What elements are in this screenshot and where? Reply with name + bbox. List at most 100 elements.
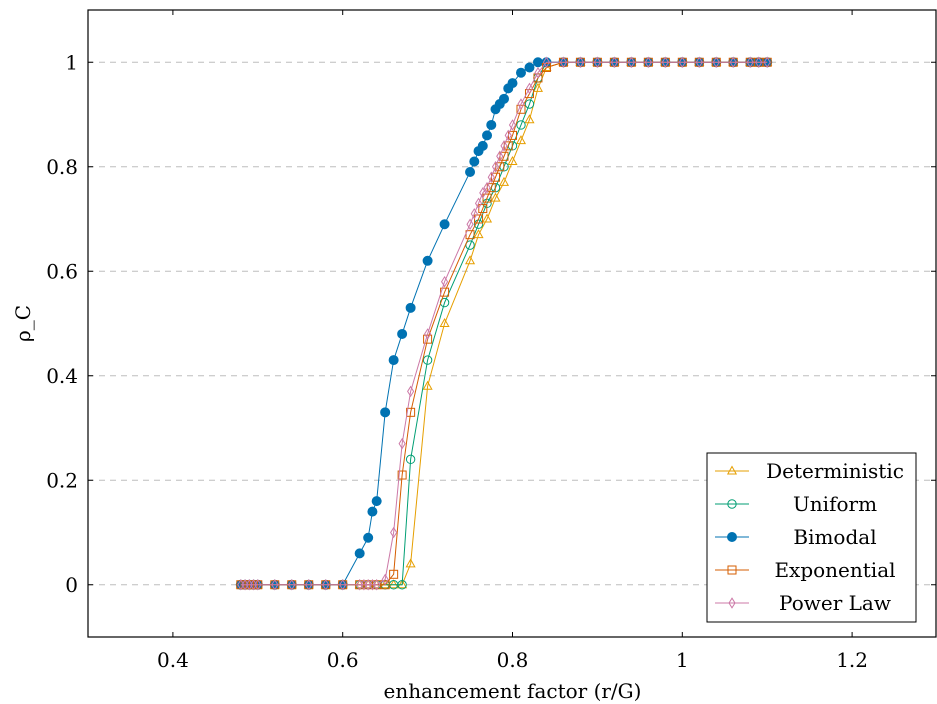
data-point-bimodal: [405, 302, 416, 313]
data-point-exponential: [380, 580, 390, 590]
data-point-power-law: [678, 56, 686, 68]
data-point-power-law: [254, 579, 262, 591]
data-point-power-law: [517, 98, 525, 110]
data-point-deterministic: [515, 135, 527, 145]
x-tick-label: 0.4: [157, 648, 189, 672]
data-point-power-law: [610, 56, 618, 68]
data-point-deterministic: [405, 558, 416, 568]
data-point-power-law: [424, 328, 432, 340]
data-point-bimodal: [367, 506, 378, 517]
series-exponential: [236, 57, 772, 590]
data-point-bimodal: [499, 93, 510, 104]
legend-item-bimodal: Bimodal: [715, 525, 877, 549]
data-point-uniform: [516, 120, 526, 130]
x-tick-label: 0.6: [327, 648, 359, 672]
data-point-power-law: [398, 437, 406, 450]
data-point-power-law: [644, 56, 652, 68]
data-point-bimodal: [465, 166, 476, 177]
data-point-deterministic: [397, 579, 408, 589]
series-layer: [235, 56, 773, 591]
data-point-bimodal: [477, 140, 488, 151]
data-point-power-law: [470, 208, 478, 220]
series-power-law: [237, 56, 771, 591]
series-uniform: [236, 57, 772, 590]
data-point-power-law: [466, 218, 474, 230]
y-tick-label: 1: [65, 50, 78, 74]
data-point-deterministic: [422, 380, 433, 390]
data-point-power-law: [483, 181, 491, 194]
data-point-power-law: [695, 56, 703, 68]
series-deterministic: [235, 56, 773, 589]
data-point-power-law: [755, 56, 763, 68]
data-point-exponential: [406, 407, 416, 417]
data-point-power-law: [576, 56, 585, 68]
data-point-bimodal: [507, 78, 518, 89]
data-point-power-law: [491, 161, 500, 173]
data-point-deterministic: [439, 317, 450, 327]
data-point-power-law: [712, 56, 720, 68]
y-tick-label: 0.4: [46, 364, 78, 388]
data-point-power-law: [559, 56, 568, 68]
data-point-deterministic: [490, 192, 501, 202]
data-point-power-law: [440, 275, 449, 288]
data-point-bimodal: [482, 130, 493, 141]
y-tick-label: 0.6: [46, 259, 78, 283]
y-tick-label: 0.8: [46, 155, 78, 179]
data-point-power-law: [288, 579, 296, 591]
data-point-power-law: [373, 579, 381, 591]
data-point-deterministic: [388, 579, 399, 589]
x-axis-label: enhancement factor (r/G): [384, 679, 642, 703]
data-point-power-law: [474, 197, 483, 210]
data-point-power-law: [305, 579, 313, 591]
data-point-power-law: [627, 56, 635, 68]
data-point-deterministic: [532, 82, 544, 92]
y-axis-label: ρ_C: [11, 305, 35, 342]
legend-item-uniform: Uniform: [715, 492, 877, 516]
data-point-bimodal: [363, 532, 374, 543]
data-point-power-law: [271, 579, 279, 591]
legend-marker: [726, 465, 738, 475]
legend-item-deterministic: Deterministic: [715, 459, 904, 483]
data-point-bimodal: [422, 255, 433, 266]
data-point-power-law: [322, 579, 330, 591]
legend-label: Bimodal: [793, 525, 876, 549]
legend-label: Power Law: [779, 591, 891, 615]
x-tick-label: 0.8: [497, 648, 529, 672]
data-point-power-law: [542, 56, 551, 68]
data-point-exponential: [389, 569, 399, 579]
data-point-power-law: [381, 573, 389, 586]
data-point-power-law: [508, 119, 517, 131]
y-tick-label: 0: [65, 573, 78, 597]
data-point-bimodal: [397, 328, 408, 339]
data-point-power-law: [504, 129, 512, 142]
data-point-deterministic: [498, 176, 510, 186]
data-point-power-law: [496, 150, 504, 163]
legend-marker: [727, 499, 737, 509]
legend-item-power-law: Power Law: [715, 591, 891, 615]
data-point-bimodal: [486, 119, 497, 130]
legend-marker: [727, 565, 737, 575]
data-point-exponential: [440, 287, 450, 297]
data-point-deterministic: [507, 156, 518, 166]
x-tick-label: 1.2: [836, 648, 868, 672]
data-point-bimodal: [532, 57, 543, 68]
data-point-bimodal: [515, 67, 526, 78]
data-point-bimodal: [524, 62, 535, 73]
data-point-power-law: [661, 56, 669, 68]
data-point-power-law: [390, 526, 398, 539]
data-point-power-law: [339, 579, 347, 591]
data-point-exponential: [533, 73, 543, 83]
data-point-exponential: [524, 89, 534, 99]
data-point-bimodal: [371, 496, 382, 507]
axis-ticks: 0.4 0.6 0.8 1 1.2 0 0.2 0.4 0.6 0.8 1: [46, 10, 936, 672]
data-point-deterministic: [380, 579, 391, 589]
data-point-bimodal: [439, 219, 450, 230]
data-point-bimodal: [469, 156, 480, 167]
data-point-uniform: [422, 355, 433, 365]
series-bimodal: [235, 57, 773, 590]
data-point-uniform: [524, 99, 535, 109]
data-point-power-law: [479, 187, 487, 199]
legend-label: Deterministic: [766, 459, 904, 483]
legend: Deterministic Uniform Bimodal Exponential Po…: [706, 452, 917, 623]
